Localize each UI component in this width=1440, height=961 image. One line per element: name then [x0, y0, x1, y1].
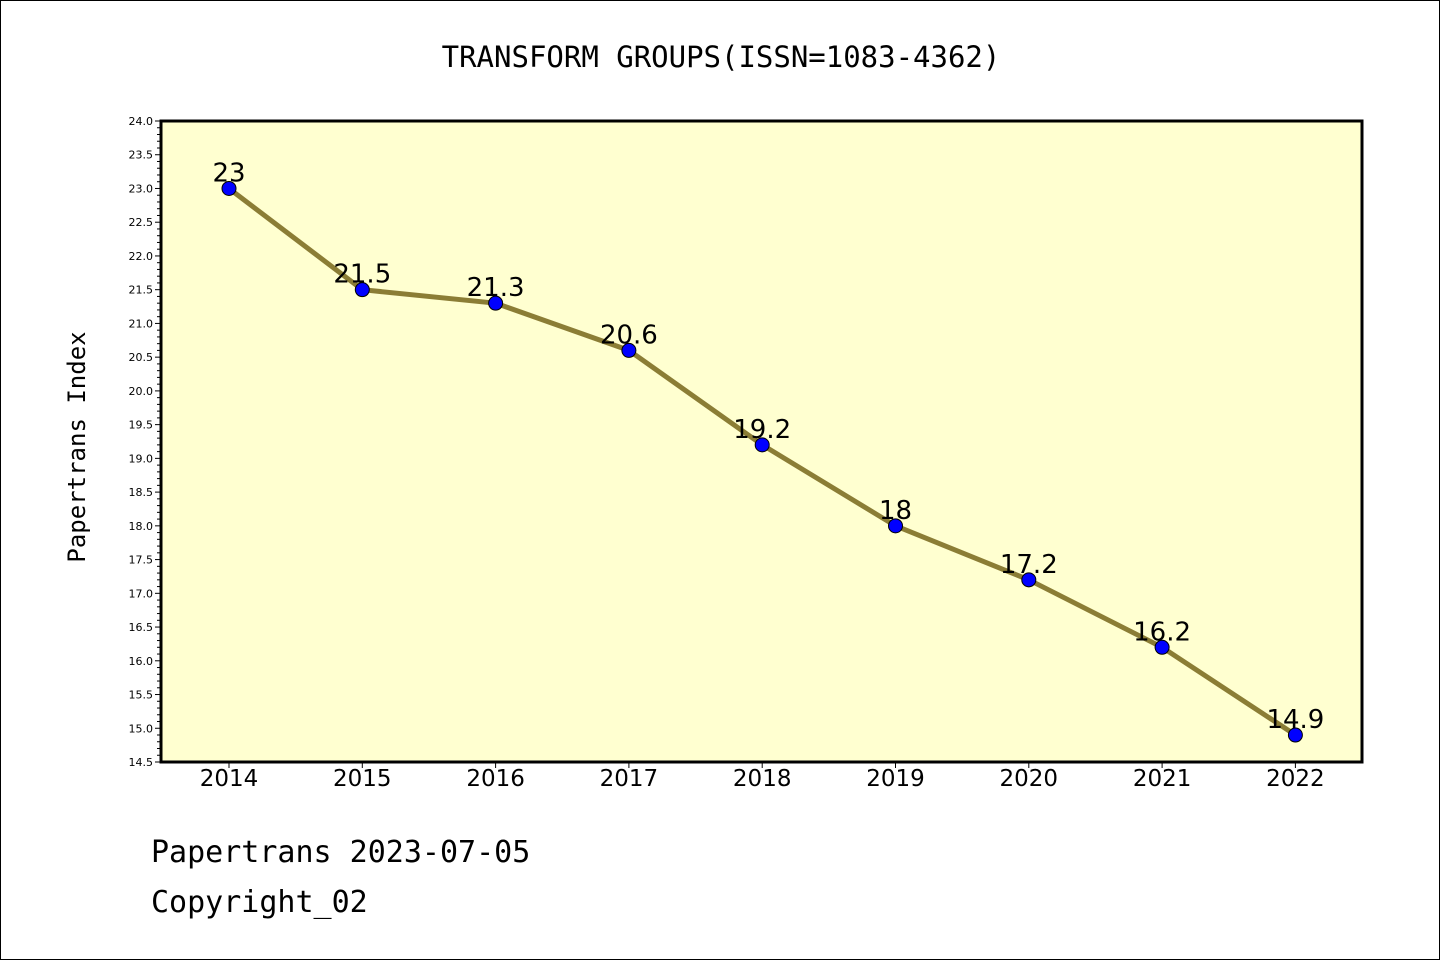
y-tick-label: 17.5 [129, 554, 154, 567]
x-tick-label: 2015 [333, 766, 392, 792]
data-point [754, 437, 770, 453]
x-tick-label: 2021 [1133, 766, 1192, 792]
data-label: 17.2 [1000, 550, 1058, 580]
y-tick-label: 23.5 [129, 149, 154, 162]
footer-date: Papertrans 2023-07-05 [151, 835, 531, 870]
y-tick-label: 21.5 [129, 284, 154, 297]
x-tick-label: 2014 [200, 766, 259, 792]
x-tick-label: 2018 [733, 766, 792, 792]
y-axis-label: Papertrans Index [63, 331, 91, 562]
data-point [621, 342, 637, 358]
y-tick-label: 16.0 [129, 655, 154, 668]
y-tick-label: 20.0 [129, 385, 154, 398]
series-layer: 23 21.5 21.3 20.6 19.2 18 17.2 16.2 14.9 [212, 158, 1324, 743]
y-tick-label: 22.0 [129, 250, 154, 263]
chart-title: TRANSFORM GROUPS(ISSN=1083-4362) [442, 40, 1001, 74]
x-tick-label: 2020 [1000, 766, 1059, 792]
y-tick-label: 16.5 [129, 621, 154, 634]
y-tick-label: 17.0 [129, 587, 154, 600]
y-tick-label: 22.5 [129, 216, 154, 229]
y-axis: 14.5 15.0 15.5 16.0 16.5 17.0 17.5 18.0 18.5 19.0… [129, 115, 161, 769]
data-point [221, 180, 237, 196]
data-point [1154, 639, 1170, 655]
data-point [888, 518, 903, 534]
y-tick-label: 23.0 [129, 182, 154, 195]
data-label: 18 [879, 496, 912, 526]
x-tick-label: 2019 [866, 766, 925, 792]
data-label: 16.2 [1133, 617, 1191, 647]
y-tick-label: 15.0 [129, 722, 154, 735]
y-tick-label: 19.5 [129, 419, 154, 432]
x-tick-label: 2016 [466, 766, 525, 792]
data-label: 21.3 [467, 273, 525, 303]
y-tick-label: 24.0 [129, 115, 154, 128]
data-label: 21.5 [333, 260, 391, 290]
data-point [1021, 572, 1037, 588]
y-tick-label: 21.0 [129, 317, 154, 330]
x-tick-label: 2022 [1266, 766, 1325, 792]
data-label: 19.2 [733, 415, 791, 445]
y-tick-label: 18.0 [129, 520, 154, 533]
x-axis: 2014 2015 2016 2017 2018 2019 2020 2021 2022 [200, 762, 1325, 792]
data-label: 20.6 [600, 320, 658, 350]
y-tick-label: 18.5 [129, 486, 154, 499]
data-label: 23 [212, 158, 245, 188]
y-tick-label: 15.5 [129, 689, 154, 702]
data-point [354, 282, 370, 298]
y-tick-label: 19.0 [129, 452, 154, 465]
data-point [488, 295, 504, 311]
y-tick-label: 14.5 [129, 756, 154, 769]
footer-copyright: Copyright_02 [151, 885, 368, 920]
x-tick-label: 2017 [600, 766, 659, 792]
y-tick-label: 20.5 [129, 351, 154, 364]
data-point [1287, 727, 1303, 743]
data-label: 14.9 [1266, 705, 1324, 735]
